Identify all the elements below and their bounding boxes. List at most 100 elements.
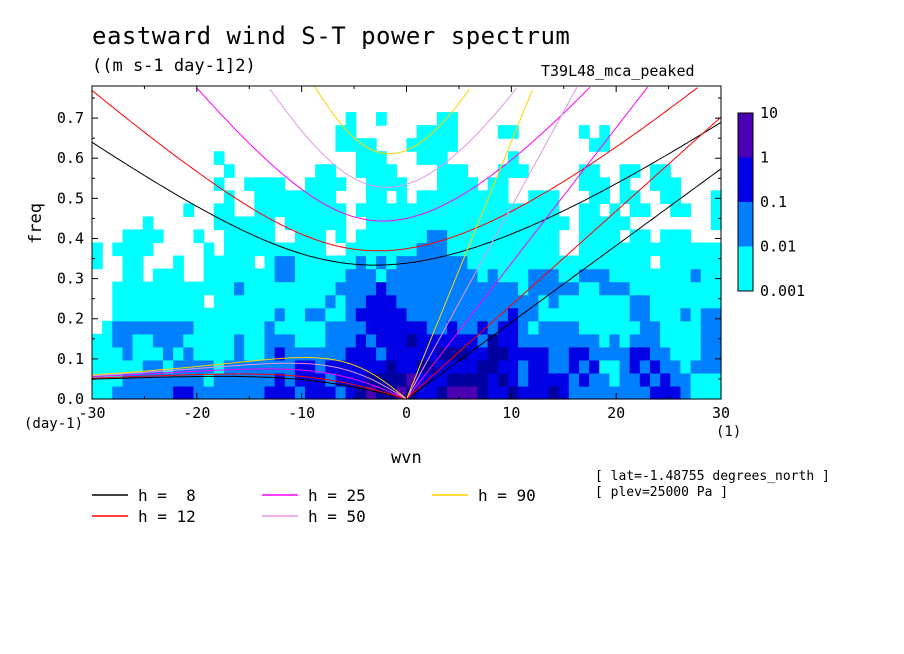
spectrum-cell xyxy=(234,359,245,374)
spectrum-cell xyxy=(426,138,438,152)
spectrum-cell xyxy=(447,190,458,204)
spectrum-cell xyxy=(497,190,509,204)
spectrum-cell xyxy=(376,229,387,244)
spectrum-cell xyxy=(203,333,215,348)
spectrum-cell xyxy=(234,229,245,244)
spectrum-cell xyxy=(477,294,489,309)
spectrum-cell xyxy=(183,320,195,335)
spectrum-cell xyxy=(487,281,499,296)
spectrum-cell xyxy=(315,320,326,335)
spectrum-cell xyxy=(173,346,184,361)
spectrum-cell xyxy=(142,281,154,296)
spectrum-cell xyxy=(619,346,631,361)
spectrum-cell xyxy=(487,190,499,204)
spectrum-cell xyxy=(426,125,438,139)
spectrum-cell xyxy=(254,242,266,257)
spectrum-cell xyxy=(305,359,316,374)
dispersion-curve xyxy=(91,121,722,266)
spectrum-cell xyxy=(558,255,570,270)
dispersion-curve xyxy=(406,90,533,400)
spectrum-cell xyxy=(406,294,418,309)
spectrum-cell xyxy=(416,333,428,348)
spectrum-cell xyxy=(294,268,306,283)
spectrum-cell xyxy=(538,203,550,218)
spectrum-cell xyxy=(639,320,651,335)
spectrum-cell xyxy=(599,385,611,400)
spectrum-cell xyxy=(710,268,722,283)
spectrum-cell xyxy=(629,255,641,270)
spectrum-cell xyxy=(599,333,611,348)
spectrum-cell xyxy=(365,203,377,218)
spectrum-cell xyxy=(609,294,621,309)
spectrum-cell xyxy=(507,372,519,387)
spectrum-cell xyxy=(578,359,590,374)
spectrum-cell xyxy=(426,229,438,244)
spectrum-cell xyxy=(122,294,134,309)
spectrum-cell xyxy=(609,242,621,257)
spectrum-cell xyxy=(193,372,205,387)
spectrum-cell xyxy=(467,190,479,204)
spectrum-cell xyxy=(193,320,205,335)
spectrum-cell xyxy=(365,385,377,400)
spectrum-cell xyxy=(376,281,387,296)
spectrum-cell xyxy=(589,333,600,348)
spectrum-cell xyxy=(203,346,215,361)
spectrum-cell xyxy=(589,320,600,335)
spectrum-cell xyxy=(142,294,154,309)
spectrum-cell xyxy=(335,307,347,322)
spectrum-cell xyxy=(325,268,337,283)
spectrum-cell xyxy=(487,346,499,361)
spectrum-cell xyxy=(406,320,418,335)
spectrum-cell xyxy=(355,164,367,178)
spectrum-cell xyxy=(365,281,377,296)
spectrum-cell xyxy=(203,255,215,270)
spectrum-cell xyxy=(325,294,337,309)
spectrum-cell xyxy=(518,281,529,296)
spectrum-cell xyxy=(112,359,124,374)
spectrum-cell xyxy=(599,255,611,270)
spectrum-cell xyxy=(406,242,418,257)
spectrum-cell xyxy=(406,229,418,244)
spectrum-cell xyxy=(670,294,682,309)
spectrum-cell xyxy=(436,294,448,309)
spectrum-cell xyxy=(355,255,367,270)
spectrum-cell xyxy=(649,268,661,283)
spectrum-cell xyxy=(619,268,631,283)
spectrum-cell xyxy=(132,268,144,283)
spectrum-cell xyxy=(467,359,479,374)
dispersion-curve xyxy=(91,357,407,400)
spectrum-cell xyxy=(406,203,418,218)
spectrum-cell xyxy=(548,203,560,218)
spectrum-cell xyxy=(416,190,428,204)
spectrum-cell xyxy=(122,255,134,270)
spectrum-cell xyxy=(284,320,296,335)
spectrum-cell xyxy=(244,242,255,257)
spectrum-cell xyxy=(538,372,550,387)
spectrum-cell xyxy=(305,281,316,296)
spectrum-cell xyxy=(234,281,245,296)
spectrum-cell xyxy=(649,359,661,374)
spectrum-cell xyxy=(102,359,113,374)
spectrum-cell xyxy=(92,333,103,348)
spectrum-cell xyxy=(345,294,357,309)
spectrum-cell xyxy=(294,385,306,400)
x-axis-label: wvn xyxy=(391,448,422,468)
spectrum-cell xyxy=(284,203,296,218)
spectrum-cell xyxy=(406,268,418,283)
spectrum-cell xyxy=(396,177,408,191)
spectrum-cell xyxy=(518,164,529,178)
spectrum-cell xyxy=(264,372,276,387)
spectrum-cell xyxy=(284,242,296,257)
spectrum-cell xyxy=(142,229,154,244)
spectrum-cell xyxy=(244,372,255,387)
spectrum-cell xyxy=(112,333,124,348)
spectrum-cell xyxy=(142,320,154,335)
spectrum-cell xyxy=(649,177,661,191)
spectrum-cell xyxy=(416,268,428,283)
spectrum-cell xyxy=(234,333,245,348)
spectrum-cell xyxy=(203,320,215,335)
spectrum-cell xyxy=(376,294,387,309)
spectrum-cell xyxy=(548,359,560,374)
spectrum-cell xyxy=(294,281,306,296)
y-tick-label: 0.0 xyxy=(57,390,84,408)
